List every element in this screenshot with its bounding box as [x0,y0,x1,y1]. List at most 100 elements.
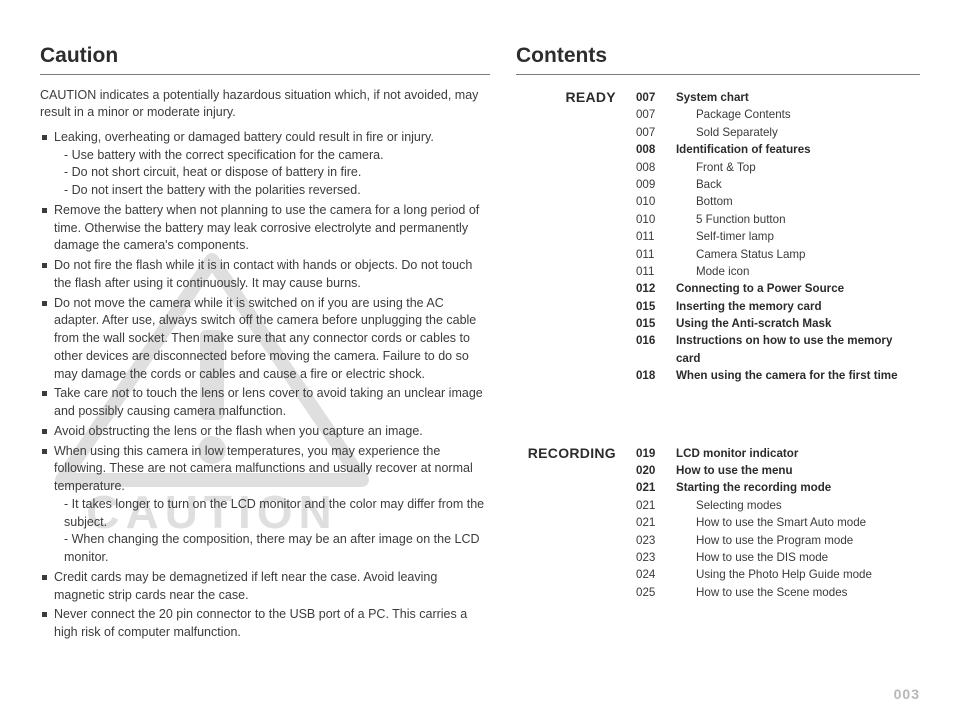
caution-item: Do not fire the flash while it is in con… [40,257,490,293]
toc-row: 011Self-timer lamp [636,228,920,245]
toc-list: 019LCD monitor indicator020How to use th… [636,445,872,602]
toc-page: 023 [636,532,676,549]
toc-row: 018When using the camera for the first t… [636,367,920,384]
toc-page: 009 [636,176,676,193]
toc-page: 011 [636,228,676,245]
toc-page: 020 [636,462,676,479]
toc-title: Sold Separately [676,124,920,141]
caution-subitem: - It takes longer to turn on the LCD mon… [54,496,490,532]
caution-item: Credit cards may be demagnetized if left… [40,569,490,605]
toc-row: 023How to use the DIS mode [636,549,872,566]
caution-list: Leaking, overheating or damaged battery … [40,129,490,642]
toc-row: 008Front & Top [636,159,920,176]
toc-page: 019 [636,445,676,462]
toc-row: 015Using the Anti-scratch Mask [636,315,920,332]
toc-title: Using the Photo Help Guide mode [676,566,872,583]
caution-intro: CAUTION indicates a potentially hazardou… [40,87,490,121]
heading-rule [40,74,490,75]
toc-row: 0105 Function button [636,211,920,228]
caution-subitem: - When changing the composition, there m… [54,531,490,567]
toc-title: Instructions on how to use the memory ca… [676,332,920,367]
toc-title: Using the Anti-scratch Mask [676,315,920,332]
toc-title: Back [676,176,920,193]
toc-title: Connecting to a Power Source [676,280,920,297]
toc-row: 023How to use the Program mode [636,532,872,549]
toc-title: Self-timer lamp [676,228,920,245]
toc-title: Selecting modes [676,497,872,514]
toc-row: 010Bottom [636,193,920,210]
toc-row: 025How to use the Scene modes [636,584,872,601]
toc-page: 025 [636,584,676,601]
toc-page: 015 [636,315,676,332]
caution-subitem: - Do not insert the battery with the pol… [54,182,490,200]
toc-row: 019LCD monitor indicator [636,445,872,462]
toc-title: 5 Function button [676,211,920,228]
toc-title: Package Contents [676,106,920,123]
toc-row: 011Mode icon [636,263,920,280]
toc-page: 021 [636,497,676,514]
toc-title: How to use the DIS mode [676,549,872,566]
toc-row: 011Camera Status Lamp [636,246,920,263]
toc-page: 012 [636,280,676,297]
caution-heading: Caution [40,44,490,68]
toc-row: 021How to use the Smart Auto mode [636,514,872,531]
toc-row: 020How to use the menu [636,462,872,479]
toc-title: System chart [676,89,920,106]
toc-row: 021Selecting modes [636,497,872,514]
contents-section: RECORDING019LCD monitor indicator020How … [516,445,920,602]
toc-page: 010 [636,211,676,228]
toc-title: Identification of features [676,141,920,158]
toc-title: Mode icon [676,263,920,280]
toc-row: 016Instructions on how to use the memory… [636,332,920,367]
toc-title: How to use the Smart Auto mode [676,514,872,531]
caution-subitem: - Use battery with the correct specifica… [54,147,490,165]
toc-list: 007System chart007Package Contents007Sol… [636,89,920,385]
toc-page: 024 [636,566,676,583]
toc-page: 016 [636,332,676,367]
toc-page: 008 [636,141,676,158]
toc-row: 021Starting the recording mode [636,479,872,496]
page-number: 003 [894,686,920,702]
toc-row: 007System chart [636,89,920,106]
caution-item: Never connect the 20 pin connector to th… [40,606,490,642]
toc-title: Bottom [676,193,920,210]
toc-title: Inserting the memory card [676,298,920,315]
toc-page: 011 [636,263,676,280]
caution-item: Remove the battery when not planning to … [40,202,490,255]
caution-item: When using this camera in low temperatur… [40,443,490,567]
toc-title: Camera Status Lamp [676,246,920,263]
toc-title: When using the camera for the first time [676,367,920,384]
contents-body: READY007System chart007Package Contents0… [516,87,920,601]
toc-page: 010 [636,193,676,210]
toc-row: 007Sold Separately [636,124,920,141]
toc-page: 018 [636,367,676,384]
section-label: READY [516,89,636,105]
section-label: RECORDING [516,445,636,461]
manual-page: CAUTION Caution CAUTION indicates a pote… [0,0,954,720]
toc-row: 007Package Contents [636,106,920,123]
toc-title: Front & Top [676,159,920,176]
toc-row: 015Inserting the memory card [636,298,920,315]
toc-page: 007 [636,106,676,123]
contents-heading: Contents [516,44,920,68]
caution-column: CAUTION Caution CAUTION indicates a pote… [40,44,490,700]
caution-item: Do not move the camera while it is switc… [40,295,490,384]
toc-page: 015 [636,298,676,315]
caution-item: Take care not to touch the lens or lens … [40,385,490,421]
contents-column: Contents READY007System chart007Package … [516,44,920,700]
toc-title: Starting the recording mode [676,479,872,496]
toc-row: 024Using the Photo Help Guide mode [636,566,872,583]
toc-title: LCD monitor indicator [676,445,872,462]
toc-page: 021 [636,514,676,531]
toc-title: How to use the Scene modes [676,584,872,601]
toc-page: 023 [636,549,676,566]
toc-row: 012Connecting to a Power Source [636,280,920,297]
contents-section: READY007System chart007Package Contents0… [516,89,920,385]
toc-page: 007 [636,124,676,141]
caution-item: Leaking, overheating or damaged battery … [40,129,490,200]
toc-title: How to use the Program mode [676,532,872,549]
heading-rule [516,74,920,75]
toc-page: 021 [636,479,676,496]
toc-page: 008 [636,159,676,176]
toc-page: 007 [636,89,676,106]
